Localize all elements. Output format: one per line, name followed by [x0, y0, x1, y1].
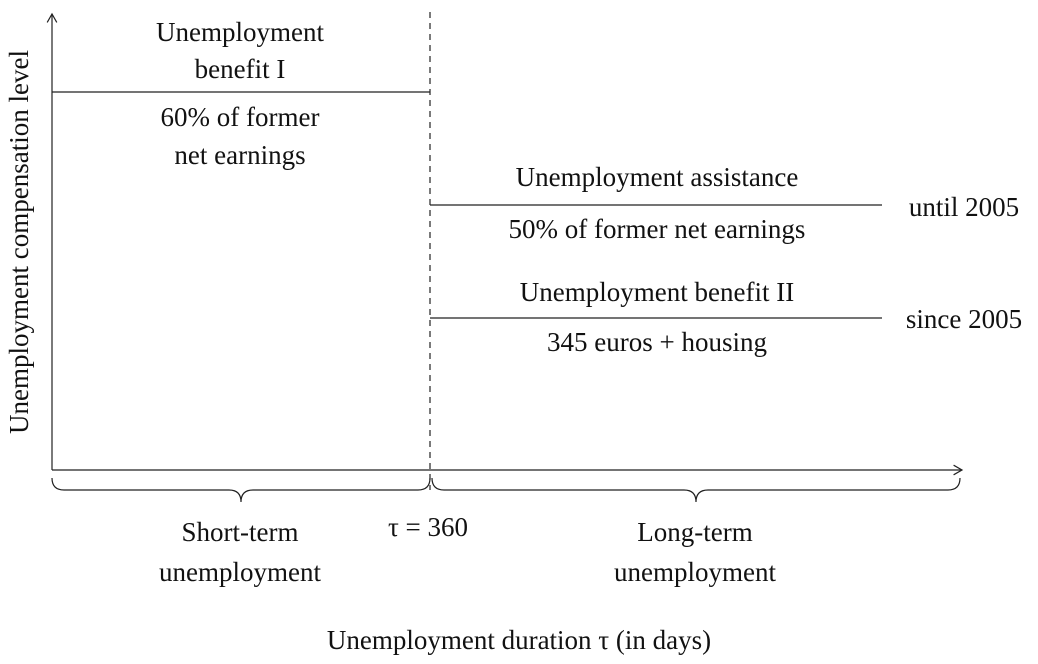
block-title: Unemployment: [156, 17, 324, 47]
brace: [431, 477, 961, 503]
period-label: until 2005: [909, 192, 1019, 222]
block-description: net earnings: [174, 140, 305, 170]
period-label: since 2005: [906, 304, 1022, 334]
range-label: Long-term: [637, 517, 752, 547]
range-label: Short-term: [182, 517, 299, 547]
block-title: Unemployment assistance: [516, 162, 799, 192]
range-label: unemployment: [159, 557, 321, 587]
block-description: 345 euros + housing: [547, 327, 767, 357]
range-label: unemployment: [614, 557, 776, 587]
block-description: 50% of former net earnings: [509, 214, 806, 244]
block-title: Unemployment benefit II: [520, 277, 794, 307]
y-axis-label: Unemployment compensation level: [4, 50, 34, 434]
threshold-label: τ = 360: [388, 512, 468, 542]
brace: [51, 477, 431, 503]
x-axis-label: Unemployment duration τ (in days): [327, 625, 711, 655]
block-description: 60% of former: [161, 102, 320, 132]
block-title: benefit I: [195, 54, 286, 84]
